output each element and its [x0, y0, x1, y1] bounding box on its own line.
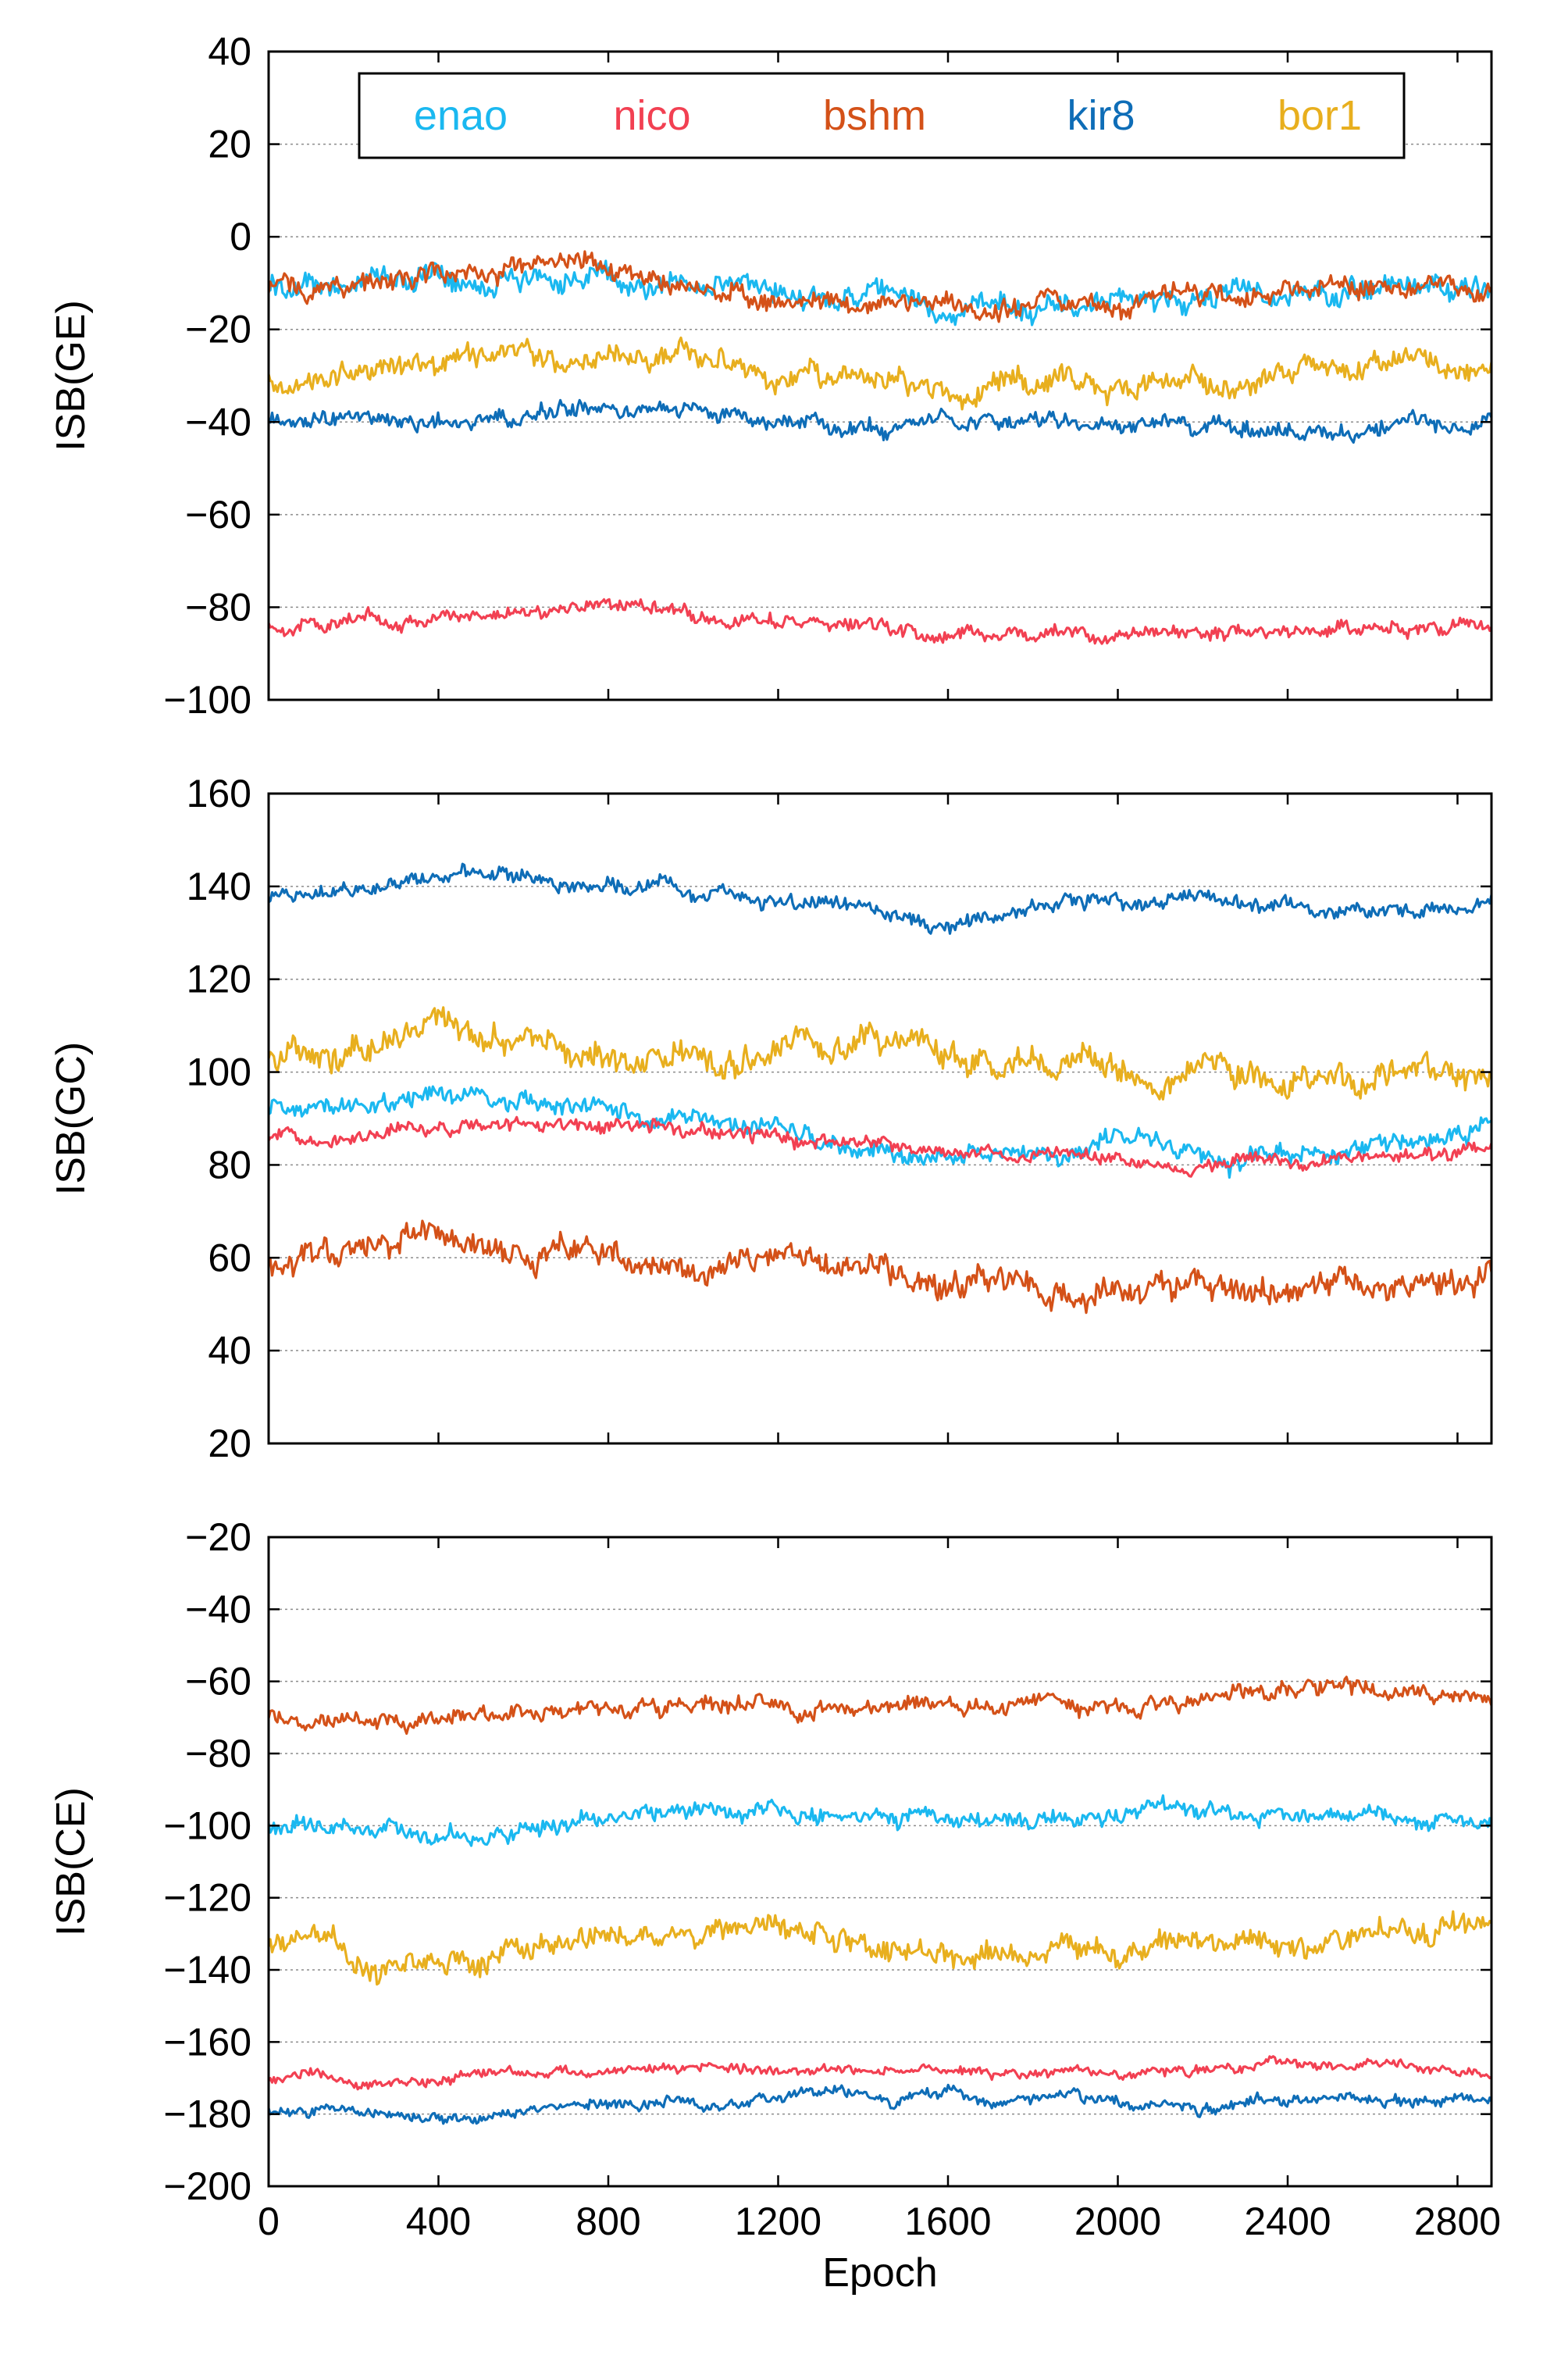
panel-2: −20 −40 −60 −80 −100 −120 −140 −160 −180 −2000 400… [48, 1515, 1501, 2296]
ytick-label: −80 [185, 585, 251, 629]
ytick-label: 20 [208, 1422, 251, 1465]
series-line-bor1 [269, 1910, 1491, 1986]
plot-frame-0 [267, 50, 1493, 701]
ytick-label: 120 [187, 958, 251, 1001]
y-axis-title: ISB(CE) [48, 1787, 94, 1936]
ytick-label: −180 [163, 2092, 251, 2136]
ytick-label: −60 [185, 493, 251, 537]
xtick-label: 2400 [1244, 2200, 1331, 2243]
series-line-bshm [269, 1219, 1491, 1315]
series-line-bor1 [269, 336, 1491, 411]
ytick-label: −20 [185, 308, 251, 351]
ytick-label: −120 [163, 1876, 251, 1920]
series-line-enao [269, 1085, 1491, 1179]
plot-frame-2 [267, 1536, 1493, 2188]
ytick-label: −40 [185, 1587, 251, 1631]
series-line-kir8 [269, 862, 1491, 935]
series-line-kir8 [269, 398, 1491, 444]
series-group-1 [269, 862, 1491, 1315]
ytick-label: −100 [163, 1804, 251, 1847]
legend-item-nico: nico [613, 92, 690, 139]
ytick-label: 160 [187, 772, 251, 815]
legend-item-bshm: bshm [823, 92, 926, 139]
xtick-label: 2000 [1074, 2200, 1161, 2243]
series-line-kir8 [269, 2083, 1491, 2125]
ytick-label: −140 [163, 1948, 251, 1992]
ytick-label: 40 [208, 30, 251, 73]
y-axis-title: ISB(GC) [48, 1042, 94, 1195]
series-line-nico [269, 598, 1491, 645]
xtick-label: 1600 [904, 2200, 991, 2243]
ytick-label: −160 [163, 2020, 251, 2064]
ytick-label: 80 [208, 1143, 251, 1186]
series-line-enao [269, 1794, 1491, 1847]
series-line-enao [269, 259, 1491, 326]
panel-1: 160 140 120 100 80 60 40 20 ISB(GC) [48, 772, 1493, 1465]
panel-0: 40 20 0 −20 −40 −60 −80 −100 ISB(GE) [48, 30, 1493, 722]
series-group-0 [269, 250, 1491, 645]
ytick-label: 100 [187, 1051, 251, 1094]
legend-item-kir8: kir8 [1067, 92, 1135, 139]
series-line-bor1 [269, 1006, 1491, 1101]
ytick-label: 40 [208, 1329, 251, 1372]
series-line-bshm [269, 250, 1491, 323]
series-group-2 [269, 1675, 1491, 2125]
ytick-label: −40 [185, 400, 251, 444]
y-axis-title: ISB(GE) [48, 300, 94, 451]
xtick-label: 400 [406, 2200, 471, 2243]
ytick-label: 20 [208, 123, 251, 166]
series-line-nico [269, 2055, 1491, 2091]
series-line-bshm [269, 1675, 1491, 1736]
ytick-label: 60 [208, 1236, 251, 1279]
xtick-label: 2800 [1414, 2200, 1501, 2243]
legend-box [358, 72, 1406, 159]
ytick-label: 0 [230, 215, 251, 259]
ytick-label: 140 [187, 865, 251, 908]
series-line-nico [269, 1115, 1491, 1178]
legend-item-bor1: bor1 [1278, 92, 1362, 139]
legend-item-enao: enao [414, 92, 508, 139]
plot-frame-1 [267, 792, 1493, 1445]
ytick-label: −80 [185, 1732, 251, 1775]
x-axis-title: Epoch [822, 2250, 937, 2296]
ytick-label: −200 [163, 2164, 251, 2208]
xtick-label: 0 [258, 2200, 280, 2243]
ytick-label: −100 [163, 678, 251, 722]
ytick-label: −20 [185, 1515, 251, 1559]
legend: enao nico bshm kir8 bor1 [358, 72, 1406, 159]
xtick-label: 800 [576, 2200, 640, 2243]
xtick-label: 1200 [735, 2200, 821, 2243]
ytick-label: −60 [185, 1660, 251, 1704]
